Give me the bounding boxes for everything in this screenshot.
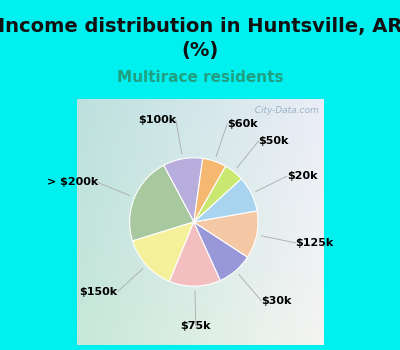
Text: $150k: $150k	[79, 287, 117, 297]
Wedge shape	[169, 222, 220, 286]
Text: $75k: $75k	[180, 321, 211, 331]
Wedge shape	[194, 159, 226, 222]
Wedge shape	[194, 222, 248, 280]
Wedge shape	[164, 158, 203, 222]
Wedge shape	[194, 179, 257, 222]
Text: $30k: $30k	[261, 296, 292, 306]
Text: $125k: $125k	[296, 238, 334, 248]
Text: $50k: $50k	[258, 136, 289, 146]
Text: City-Data.com: City-Data.com	[249, 106, 318, 115]
Text: Income distribution in Huntsville, AR
(%): Income distribution in Huntsville, AR (%…	[0, 17, 400, 60]
Text: > $200k: > $200k	[47, 177, 98, 188]
Wedge shape	[194, 166, 241, 222]
Text: $20k: $20k	[287, 171, 317, 181]
Wedge shape	[132, 222, 194, 281]
Wedge shape	[194, 211, 258, 257]
Text: $100k: $100k	[138, 115, 176, 125]
Text: $60k: $60k	[227, 119, 258, 129]
Text: Multirace residents: Multirace residents	[117, 70, 283, 85]
Wedge shape	[130, 165, 194, 241]
